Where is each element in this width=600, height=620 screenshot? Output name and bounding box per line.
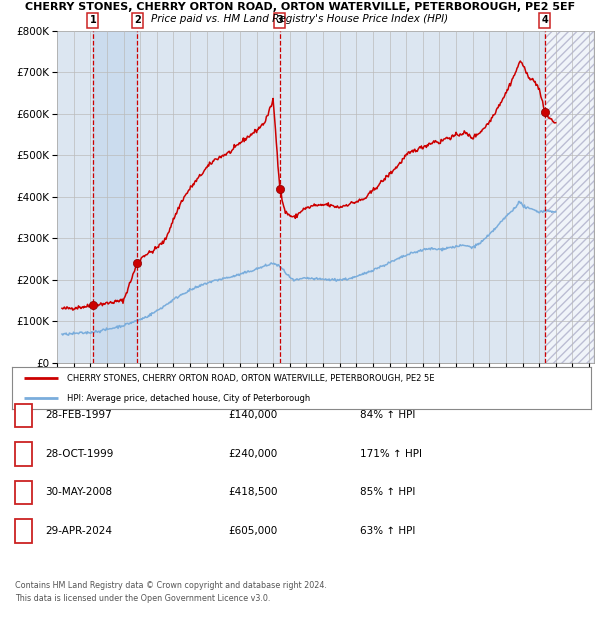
Text: CHERRY STONES, CHERRY ORTON ROAD, ORTON WATERVILLE, PETERBOROUGH, PE2 5EF: CHERRY STONES, CHERRY ORTON ROAD, ORTON … — [25, 2, 575, 12]
Text: £240,000: £240,000 — [228, 449, 277, 459]
Text: 29-APR-2024: 29-APR-2024 — [45, 526, 112, 536]
Text: 1: 1 — [89, 16, 96, 25]
Point — [275, 184, 285, 194]
Point — [133, 258, 142, 268]
Text: 85% ↑ HPI: 85% ↑ HPI — [360, 487, 415, 497]
Bar — [545, 31, 594, 363]
Text: This data is licensed under the Open Government Licence v3.0.: This data is licensed under the Open Gov… — [15, 593, 271, 603]
Text: £140,000: £140,000 — [228, 410, 277, 420]
Bar — [93, 31, 137, 363]
Text: £418,500: £418,500 — [228, 487, 277, 497]
Text: 28-FEB-1997: 28-FEB-1997 — [45, 410, 112, 420]
Text: 28-OCT-1999: 28-OCT-1999 — [45, 449, 113, 459]
Text: 2: 2 — [20, 449, 27, 459]
Text: 3: 3 — [20, 487, 27, 497]
Text: 2: 2 — [134, 16, 140, 25]
Text: CHERRY STONES, CHERRY ORTON ROAD, ORTON WATERVILLE, PETERBOROUGH, PE2 5E: CHERRY STONES, CHERRY ORTON ROAD, ORTON … — [67, 373, 434, 383]
Text: 171% ↑ HPI: 171% ↑ HPI — [360, 449, 422, 459]
Text: 4: 4 — [541, 16, 548, 25]
Text: 4: 4 — [20, 526, 27, 536]
Text: Contains HM Land Registry data © Crown copyright and database right 2024.: Contains HM Land Registry data © Crown c… — [15, 581, 327, 590]
Text: 63% ↑ HPI: 63% ↑ HPI — [360, 526, 415, 536]
Text: 1: 1 — [20, 410, 27, 420]
Point — [540, 107, 550, 117]
Text: 30-MAY-2008: 30-MAY-2008 — [45, 487, 112, 497]
Text: 3: 3 — [277, 16, 283, 25]
Text: 84% ↑ HPI: 84% ↑ HPI — [360, 410, 415, 420]
Text: £605,000: £605,000 — [228, 526, 277, 536]
Text: HPI: Average price, detached house, City of Peterborough: HPI: Average price, detached house, City… — [67, 394, 310, 403]
Point — [88, 299, 98, 309]
Text: Price paid vs. HM Land Registry's House Price Index (HPI): Price paid vs. HM Land Registry's House … — [151, 14, 449, 24]
